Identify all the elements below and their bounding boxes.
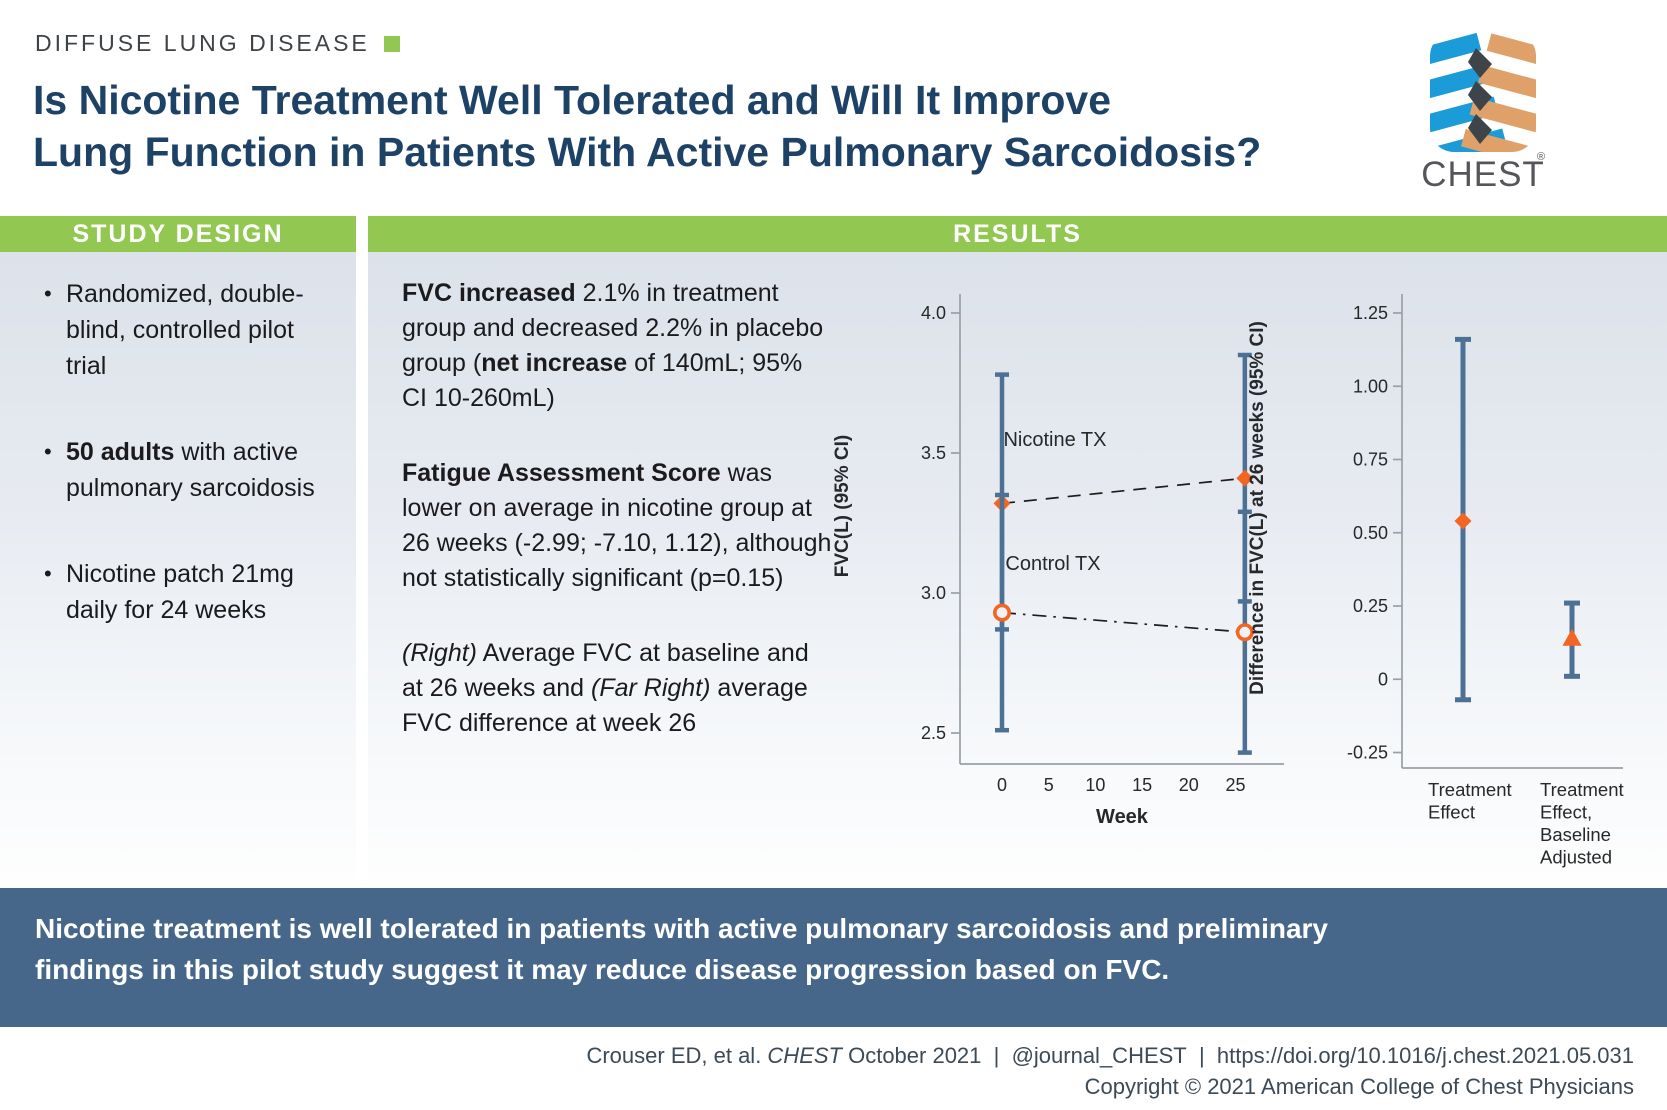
chest-logo: CHEST ® <box>1420 26 1548 201</box>
text-segment: (Right) <box>402 639 478 667</box>
svg-text:3.0: 3.0 <box>921 583 946 603</box>
text-segment: average FVC difference at week 26 <box>402 674 808 737</box>
chest-wordmark: CHEST <box>1421 155 1545 194</box>
svg-text:Nicotine TX: Nicotine TX <box>1003 429 1106 451</box>
svg-text:10: 10 <box>1085 775 1105 795</box>
fvc-chart-axes: 4.0 3.5 3.0 2.5 0 5 10 15 20 25 Week <box>921 294 1284 828</box>
svg-text:FVC(L) (95% CI): FVC(L) (95% CI) <box>832 435 853 578</box>
fvc-difference-chart-svg: 1.25 1.00 0.75 0.50 0.25 0 -0.25 Difference in … <box>1247 294 1624 868</box>
svg-text:1.25: 1.25 <box>1353 303 1388 323</box>
svg-text:3.5: 3.5 <box>921 443 946 463</box>
study-bullet-1: Randomized, double-blind, controlled pil… <box>40 276 340 384</box>
registered-mark: ® <box>1537 151 1545 163</box>
study-bullet-2: 50 adults with active pulmonary sarcoido… <box>40 434 340 506</box>
svg-text:Difference in FVC(L) at 26 wee: Difference in FVC(L) at 26 weeks (95% CI… <box>1247 321 1268 695</box>
svg-text:Effect: Effect <box>1428 802 1475 823</box>
svg-text:2.5: 2.5 <box>921 723 946 743</box>
conclusion-line1: Nicotine treatment is well tolerated in … <box>35 913 1329 944</box>
text-segment: was lower on average in nicotine group a… <box>402 459 832 592</box>
results-header-bar: RESULTS <box>368 216 1667 252</box>
svg-text:Treatment: Treatment <box>1428 779 1512 800</box>
copyright-line: Copyright © 2021 American College of Che… <box>1084 1074 1634 1099</box>
page-title: Is Nicotine Treatment Well Tolerated and… <box>33 74 1261 178</box>
svg-text:5: 5 <box>1044 775 1054 795</box>
chest-logo-graphic: CHEST ® <box>1421 32 1545 194</box>
text-segment: 50 adults <box>66 438 175 466</box>
svg-text:4.0: 4.0 <box>921 303 946 323</box>
text-segment: 2.1% in treatment group and decreased 2.… <box>402 279 824 377</box>
series-nicotine-tx: Nicotine TX <box>993 352 1254 632</box>
study-design-header: STUDY DESIGN <box>72 219 284 248</box>
svg-text:Week: Week <box>1096 806 1149 828</box>
conclusion-text: Nicotine treatment is well tolerated in … <box>35 908 1328 990</box>
svg-text:0.50: 0.50 <box>1353 523 1388 543</box>
svg-text:0.75: 0.75 <box>1353 450 1388 470</box>
text-segment: with active pulmonary sarcoidosis <box>66 438 315 502</box>
diff-chart-axes: 1.25 1.00 0.75 0.50 0.25 0 -0.25 <box>1347 294 1623 769</box>
logo-dark-wedges-icon <box>1468 48 1492 144</box>
citation-line: Crouser ED, et al. CHEST October 2021 | … <box>586 1040 1634 1071</box>
category-label-text: DIFFUSE LUNG DISEASE <box>35 30 370 56</box>
svg-text:15: 15 <box>1132 775 1152 795</box>
svg-text:20: 20 <box>1179 775 1199 795</box>
svg-text:Baseline: Baseline <box>1540 824 1611 845</box>
study-design-bullets: Randomized, double-blind, controlled pil… <box>40 276 340 678</box>
svg-text:0: 0 <box>1378 669 1388 689</box>
results-paragraph-1: FVC increased 2.1% in treatment group an… <box>402 276 834 416</box>
logo-tan-ribbons-icon <box>1461 33 1536 152</box>
text-segment: Randomized, double-blind, controlled pil… <box>66 280 304 380</box>
citation-footer: Crouser ED, et al. CHEST October 2021 | … <box>586 1040 1634 1102</box>
study-bullet-3: Nicotine patch 21mg daily for 24 weeks <box>40 556 340 628</box>
svg-text:Control TX: Control TX <box>1005 553 1100 575</box>
study-design-header-bar: STUDY DESIGN <box>0 216 356 252</box>
chest-logo-ribbons <box>1430 32 1536 152</box>
text-segment: CHEST <box>767 1043 842 1068</box>
series-control-tx: Control TX <box>993 492 1254 755</box>
page-title-line2: Lung Function in Patients With Active Pu… <box>33 129 1262 175</box>
fvc-difference-chart: 1.25 1.00 0.75 0.50 0.25 0 -0.25 Difference in … <box>1245 250 1667 880</box>
results-panel <box>368 252 1667 888</box>
page-title-line1: Is Nicotine Treatment Well Tolerated and… <box>33 77 1111 123</box>
svg-text:Effect,: Effect, <box>1540 802 1592 823</box>
svg-text:Adjusted: Adjusted <box>1540 847 1612 868</box>
text-segment: Nicotine patch 21mg daily for 24 weeks <box>66 560 294 624</box>
text-segment: October 2021 | @journal_CHEST | https://… <box>841 1043 1634 1068</box>
text-segment: of 140mL; 95% CI 10-260mL) <box>402 349 803 412</box>
results-paragraph-3: (Right) Average FVC at baseline and at 2… <box>402 636 834 741</box>
text-segment: Average FVC at baseline and at 26 weeks … <box>402 639 809 702</box>
text-segment: net increase <box>481 349 628 377</box>
fvc-over-time-chart-svg: 4.0 3.5 3.0 2.5 0 5 10 15 20 25 Week FVC(L) (95% CI… <box>832 294 1284 828</box>
conclusion-banner: Nicotine treatment is well tolerated in … <box>0 888 1667 1027</box>
svg-text:1.00: 1.00 <box>1353 376 1388 396</box>
results-paragraph-2: Fatigue Assessment Score was lower on av… <box>402 456 834 596</box>
svg-text:0: 0 <box>997 775 1007 795</box>
results-text-block: FVC increased 2.1% in treatment group an… <box>402 276 834 781</box>
text-segment: (Far Right) <box>591 674 711 702</box>
green-square-icon <box>383 36 400 52</box>
svg-text:-0.25: -0.25 <box>1347 743 1388 763</box>
svg-text:Treatment: Treatment <box>1540 779 1624 800</box>
text-segment: Crouser ED, et al. <box>586 1043 768 1068</box>
fvc-over-time-chart: 4.0 3.5 3.0 2.5 0 5 10 15 20 25 Week FVC(L) (95% CI… <box>822 250 1322 845</box>
conclusion-line2: findings in this pilot study suggest it … <box>35 954 1170 985</box>
text-segment: Fatigue Assessment Score <box>402 459 721 487</box>
text-segment: FVC increased <box>402 279 576 307</box>
svg-text:0.25: 0.25 <box>1353 596 1388 616</box>
category-label: DIFFUSE LUNG DISEASE <box>35 30 400 57</box>
svg-text:25: 25 <box>1225 775 1245 795</box>
results-header: RESULTS <box>953 219 1082 248</box>
